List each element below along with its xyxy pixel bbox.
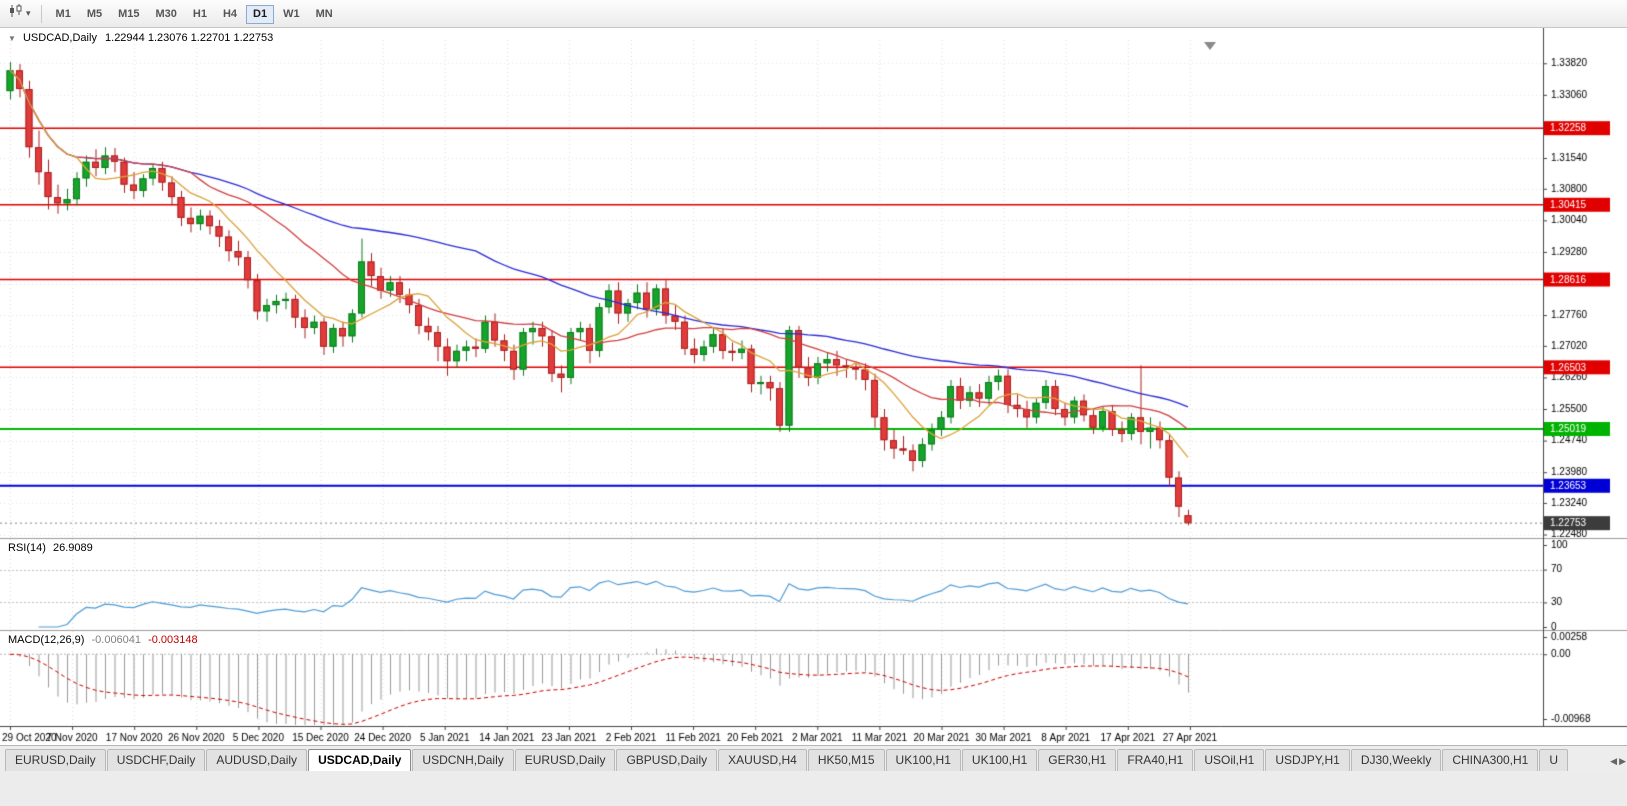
chart-window: ▼ USDCAD,Daily 1.22944 1.23076 1.22701 1… (0, 28, 1627, 745)
chart-tab-eurusd-daily[interactable]: EURUSD,Daily (5, 749, 106, 771)
timeframe-button-m5[interactable]: M5 (80, 5, 109, 24)
timeframe-button-group: M1 M5 M15 M30 H1 H4 D1 W1 MN (48, 4, 341, 24)
tab-scroll-left-icon[interactable]: ◀ (1610, 756, 1618, 766)
timeframe-button-d1[interactable]: D1 (246, 4, 275, 24)
window-bottom-filler (0, 771, 1627, 806)
timeframe-button-w1[interactable]: W1 (276, 5, 307, 24)
tab-scroll-right-icon[interactable]: ▶ (1619, 756, 1626, 766)
chart-tab-ger30-h1[interactable]: GER30,H1 (1038, 749, 1117, 771)
top-toolbar: ▾ M1 M5 M15 M30 H1 H4 D1 W1 MN (0, 0, 1627, 28)
price-chart-canvas[interactable] (0, 28, 1627, 745)
chart-tab-usdjpy-h1[interactable]: USDJPY,H1 (1265, 749, 1350, 771)
chart-tab-usdcnh-daily[interactable]: USDCNH,Daily (412, 749, 514, 771)
chart-tab-usoil-h1[interactable]: USOil,H1 (1194, 749, 1265, 771)
chart-tab-dj30-weekly[interactable]: DJ30,Weekly (1350, 749, 1442, 771)
chart-tab-usdchf-daily[interactable]: USDCHF,Daily (106, 749, 206, 771)
timeframe-button-h4[interactable]: H4 (216, 5, 244, 24)
chevron-down-icon: ▾ (26, 8, 31, 18)
chart-tab-bar: EURUSD,Daily USDCHF,Daily AUDUSD,Daily USDC… (0, 745, 1627, 771)
timeframe-button-m1[interactable]: M1 (49, 5, 78, 24)
timeframe-button-h1[interactable]: H1 (186, 5, 214, 24)
chart-tab-hk50-m15[interactable]: HK50,M15 (807, 749, 885, 771)
chart-type-button[interactable]: ▾ (4, 2, 35, 25)
chart-tab-uk100-h1[interactable]: UK100,H1 (961, 749, 1038, 771)
chart-tab-audusd-daily[interactable]: AUDUSD,Daily (206, 749, 308, 771)
chart-tab-xauusd-h4[interactable]: XAUUSD,H4 (718, 749, 807, 771)
timeframe-button-mn[interactable]: MN (309, 5, 340, 24)
tab-scroll-arrows: ◀ ▶ (1607, 757, 1626, 766)
chart-tab-usdcad-daily[interactable]: USDCAD,Daily (308, 749, 412, 771)
chart-menu-icon[interactable]: ▼ (8, 34, 16, 43)
chart-tab-eurusd-daily[interactable]: EURUSD,Daily (514, 749, 616, 771)
timeframe-button-m30[interactable]: M30 (149, 5, 184, 24)
chart-tab-gbpusd-daily[interactable]: GBPUSD,Daily (616, 749, 718, 771)
chart-tab-u[interactable]: U (1539, 749, 1569, 771)
candlestick-chart-icon (8, 4, 24, 23)
chart-tab-uk100-h1[interactable]: UK100,H1 (885, 749, 961, 771)
timeframe-button-m15[interactable]: M15 (111, 5, 146, 24)
chart-tab-fra40-h1[interactable]: FRA40,H1 (1117, 749, 1194, 771)
toolbar-separator (40, 4, 42, 23)
chart-tab-china300-h1[interactable]: CHINA300,H1 (1442, 749, 1539, 771)
